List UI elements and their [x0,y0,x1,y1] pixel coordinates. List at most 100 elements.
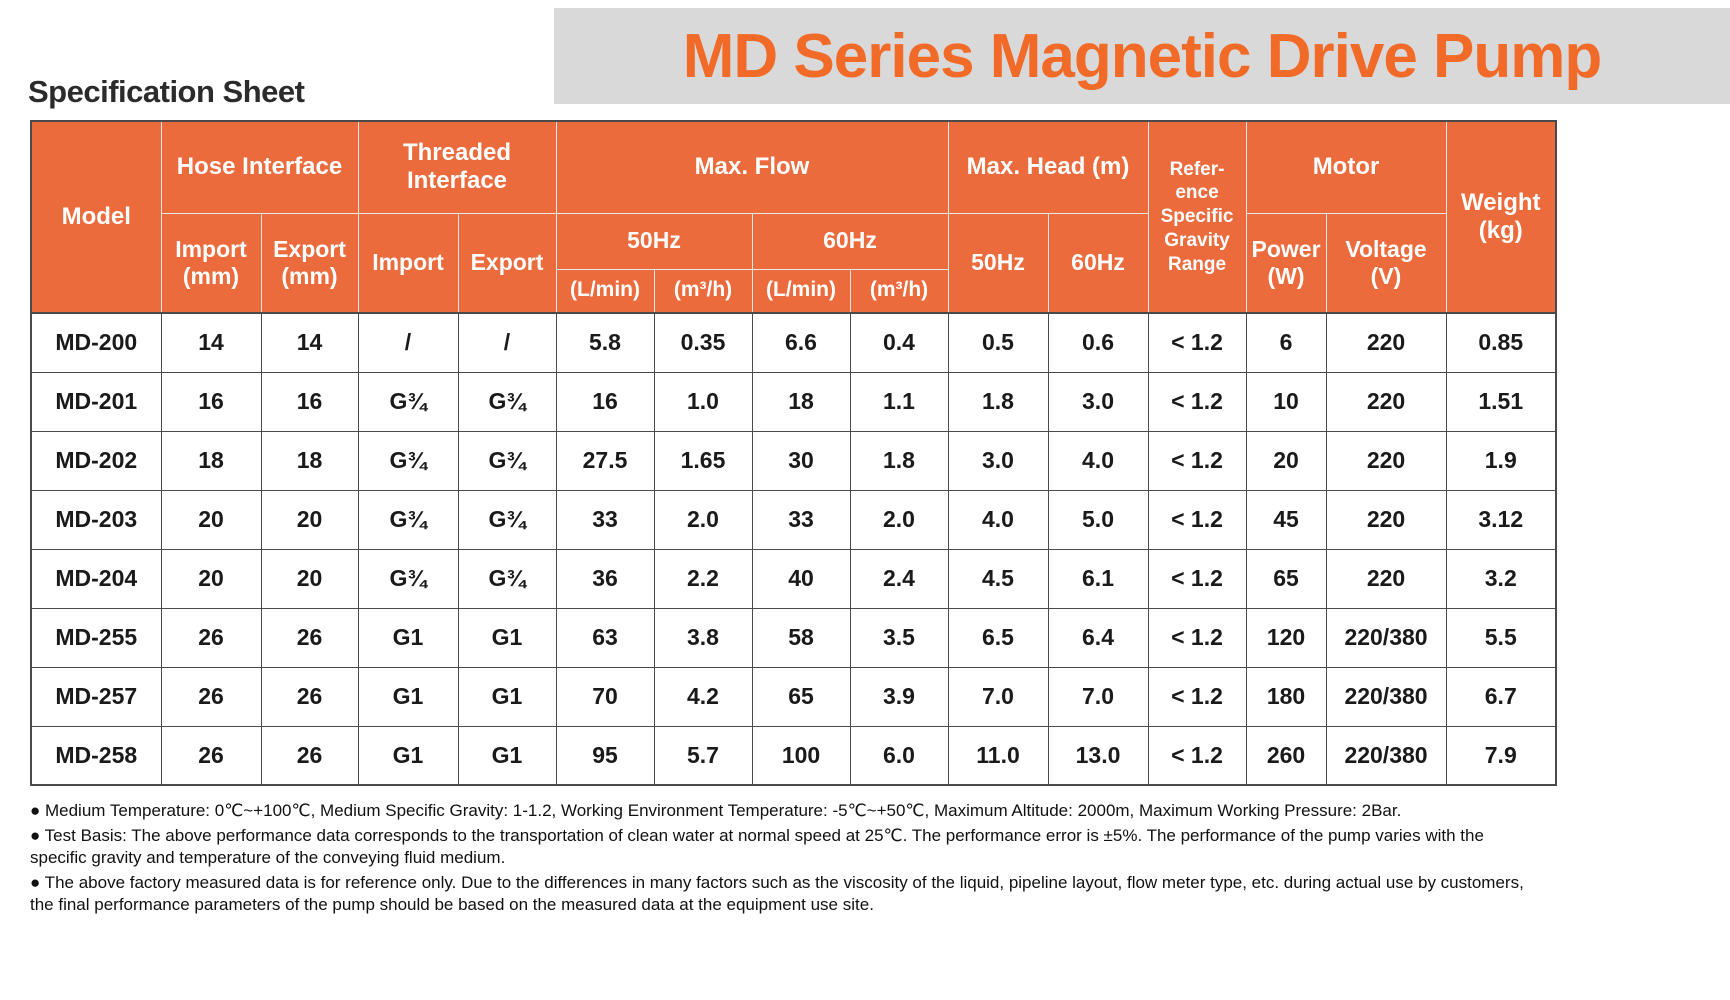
table-cell: 6.4 [1047,607,1149,668]
page-header: MD Series Magnetic Drive Pump Specificat… [0,0,1730,112]
table-cell: 6.5 [947,607,1049,668]
table-cell: 26 [260,607,359,668]
table-cell: 0.4 [849,312,949,373]
model-cell: MD-258 [30,725,162,786]
table-cell: 5.8 [555,312,655,373]
table-cell: 220 [1325,312,1447,373]
table-row: MD-200 14 14//5.8 0.35 6.6 0.4 0.5 0.6 < 1.2 6 220… [30,312,1557,373]
table-cell: 2.0 [653,489,753,550]
table-cell: 5.5 [1445,607,1557,668]
table-cell: 4.5 [947,548,1049,609]
table-cell: 18 [751,371,851,432]
spec-table-body: MD-200 14 14//5.8 0.35 6.6 0.4 0.5 0.6 < 1.2 6 220… [30,312,1557,786]
table-cell: G1 [457,725,557,786]
col-header-threaded-interface: Threaded Interface [357,120,557,214]
table-row: MD-258 26 26 G1 G1 95 5.7 100 6.0 11.0 13.0 < 1.2 26… [30,725,1557,786]
table-cell: 220 [1325,489,1447,550]
page-title: MD Series Magnetic Drive Pump [682,21,1602,91]
table-cell: 0.35 [653,312,753,373]
col-header-motor: Motor [1245,120,1447,214]
table-cell: 20 [160,489,262,550]
table-cell: 5.0 [1047,489,1149,550]
table-cell: 3.0 [1047,371,1149,432]
table-cell: 0.5 [947,312,1049,373]
table-cell: 36 [555,548,655,609]
table-cell: 26 [260,725,359,786]
table-cell: 1.9 [1445,430,1557,491]
table-cell: 6.1 [1047,548,1149,609]
table-cell: 3.5 [849,607,949,668]
table-cell: 7.0 [1047,666,1149,727]
table-row: MD-255 26 26 G1 G1 63 3.8 58 3.5 6.5 6.4 < 1.2 120 22… [30,607,1557,668]
table-cell: < 1.2 [1147,548,1247,609]
col-header-threaded-import: Import [357,212,459,314]
table-cell: G¾ [457,430,557,491]
col-header-flow-50hz: 50Hz [555,212,753,270]
table-cell: 27.5 [555,430,655,491]
col-header-max-head: Max. Head (m) [947,120,1149,214]
table-cell: 18 [260,430,359,491]
table-cell: G1 [457,607,557,668]
table-cell: 6 [1245,312,1327,373]
table-cell: / [357,312,459,373]
col-header-model: Model [30,120,162,314]
table-cell: G¾ [357,371,459,432]
table-cell: 1.8 [947,371,1049,432]
table-cell: / [457,312,557,373]
header-row-1: Model Hose Interface Threaded Interface … [30,120,1557,314]
col-header-head-50hz: 50Hz [947,212,1049,314]
table-cell: 1.0 [653,371,753,432]
table-cell: 16 [555,371,655,432]
table-row: MD-204 20 20 G¾ G¾ 36 2.2 40 2.4 4.5 6.1 < 1.2 65 220… [30,548,1557,609]
col-header-weight: Weight (kg) [1445,120,1557,314]
col-header-power-w: Power (W) [1245,212,1327,314]
table-cell: 26 [160,725,262,786]
footnote-test-basis: ● Test Basis: The above performance data… [30,826,1484,868]
table-cell: 4.0 [947,489,1049,550]
model-cell: MD-257 [30,666,162,727]
table-cell: 16 [160,371,262,432]
footnote-reference-disclaimer: ● The above factory measured data is for… [30,873,1524,915]
model-cell: MD-200 [30,312,162,373]
table-cell: 95 [555,725,655,786]
col-header-max-flow: Max. Flow [555,120,949,214]
table-cell: 45 [1245,489,1327,550]
table-cell: 3.12 [1445,489,1557,550]
table-cell: 6.6 [751,312,851,373]
table-cell: 1.65 [653,430,753,491]
table-cell: 30 [751,430,851,491]
table-cell: < 1.2 [1147,489,1247,550]
table-cell: 33 [751,489,851,550]
table-cell: G1 [357,666,459,727]
table-cell: 2.4 [849,548,949,609]
table-cell: 6.7 [1445,666,1557,727]
table-cell: 220 [1325,371,1447,432]
table-cell: 0.6 [1047,312,1149,373]
table-row: MD-201 16 16 G¾ G¾ 16 1.0 18 1.1 1.8 3.0 < 1.2 10 220… [30,371,1557,432]
table-cell: 65 [751,666,851,727]
table-cell: 5.7 [653,725,753,786]
model-cell: MD-202 [30,430,162,491]
table-cell: < 1.2 [1147,430,1247,491]
table-cell: 26 [160,666,262,727]
model-cell: MD-201 [30,371,162,432]
table-cell: G1 [357,725,459,786]
table-cell: < 1.2 [1147,607,1247,668]
table-cell: < 1.2 [1147,371,1247,432]
table-cell: 4.2 [653,666,753,727]
col-header-flow-60hz: 60Hz [751,212,949,270]
table-cell: G1 [357,607,459,668]
table-row: MD-257 26 26 G1 G1 70 4.2 65 3.9 7.0 7.0 < 1.2 180 22… [30,666,1557,727]
spec-table-head: Model Hose Interface Threaded Interface … [30,120,1557,314]
table-cell: G¾ [457,371,557,432]
table-cell: 180 [1245,666,1327,727]
table-cell: 120 [1245,607,1327,668]
table-cell: 13.0 [1047,725,1149,786]
table-cell: 6.0 [849,725,949,786]
table-cell: 3.8 [653,607,753,668]
table-cell: 20 [1245,430,1327,491]
table-cell: 10 [1245,371,1327,432]
col-header-hose-interface: Hose Interface [160,120,359,214]
col-header-50hz-lmin: (L/min) [555,268,655,314]
spec-table: Model Hose Interface Threaded Interface … [30,120,1558,786]
